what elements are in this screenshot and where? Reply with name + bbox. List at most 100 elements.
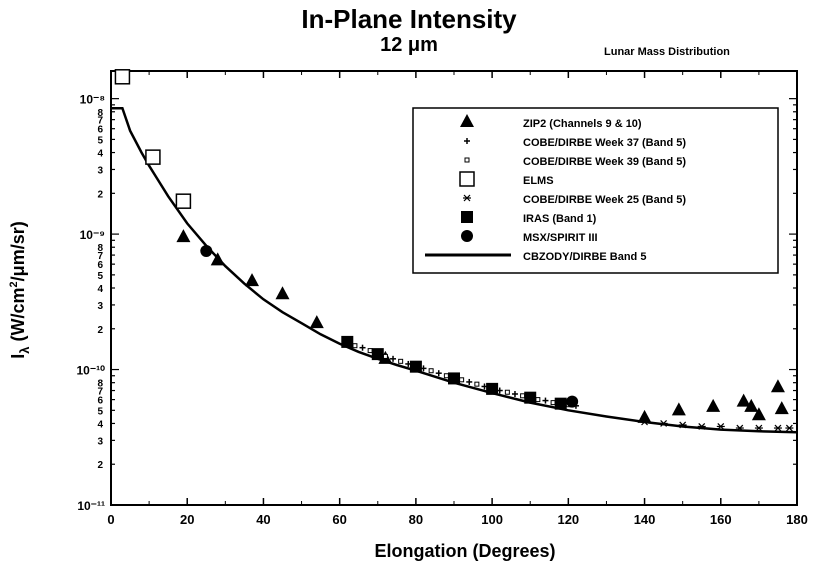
data-point — [114, 69, 131, 85]
data-point — [466, 378, 473, 385]
data-point — [367, 348, 373, 354]
data-point — [428, 368, 434, 374]
model-curve — [111, 106, 798, 434]
legend-label: COBE/DIRBE Week 25 (Band 5) — [523, 194, 686, 206]
y-minor-label: 8 — [97, 108, 103, 119]
y-minor-label: 2 — [97, 189, 103, 200]
data-point — [671, 402, 686, 416]
legend-marker — [464, 157, 470, 163]
x-tick-label: 20 — [180, 512, 194, 527]
data-point — [176, 229, 191, 243]
data-point — [443, 373, 449, 379]
legend-label: IRAS (Band 1) — [523, 213, 597, 225]
x-tick-label: 100 — [481, 512, 503, 527]
legend-marker — [459, 171, 475, 187]
y-minor-label: 3 — [97, 436, 103, 447]
data-point — [640, 418, 649, 426]
data-point — [200, 245, 213, 258]
data-point — [382, 353, 388, 359]
data-point — [474, 381, 480, 387]
data-point — [390, 355, 397, 362]
y-axis-label: Iλ (W/cm2/μm/sr) — [8, 221, 32, 358]
x-tick-label: 120 — [557, 512, 579, 527]
legend-label: ZIP2 (Channels 9 & 10) — [523, 118, 642, 130]
data-point — [210, 252, 225, 266]
data-point — [716, 423, 725, 430]
data-point — [341, 335, 354, 348]
y-minor-label: 4 — [97, 284, 103, 295]
legend-label: MSX/SPIRIT III — [523, 232, 598, 244]
chart-subtitle: 12 μm — [380, 34, 438, 56]
data-point — [736, 393, 751, 407]
y-label-sub: λ — [16, 346, 32, 354]
y-minor-label: 6 — [97, 125, 103, 136]
data-point — [773, 424, 782, 432]
y-minor-label: 6 — [97, 396, 103, 407]
data-point — [751, 407, 766, 421]
x-tick-label: 40 — [256, 512, 270, 527]
y-minor-label: 8 — [97, 379, 103, 390]
x-axis-label: Elongation (Degrees) — [374, 541, 556, 561]
data-point — [566, 395, 579, 408]
data-point — [371, 348, 384, 361]
data-point — [744, 398, 759, 412]
y-minor-label: 3 — [97, 301, 103, 312]
data-point — [459, 377, 465, 383]
y-minor-label: 7 — [97, 387, 103, 398]
x-tick-label: 80 — [409, 512, 423, 527]
data-point — [352, 343, 358, 349]
data-point — [706, 398, 721, 412]
data-point — [550, 400, 556, 406]
data-point — [542, 397, 549, 404]
chart-title: In-Plane Intensity — [301, 4, 517, 34]
y-minor-label: 4 — [97, 149, 103, 160]
y-decade-label: 10⁻¹⁰ — [77, 364, 106, 378]
data-point — [145, 149, 161, 165]
data-point — [309, 315, 324, 329]
legend-label: CBZODY/DIRBE Band 5 — [523, 251, 646, 263]
data-point — [520, 393, 526, 399]
data-point — [175, 193, 192, 209]
y-label-post: /μm/sr) — [8, 221, 29, 282]
y-minor-label: 8 — [97, 243, 103, 254]
data-point — [735, 424, 744, 432]
data-point — [524, 391, 537, 404]
y-label-main: I — [8, 353, 29, 359]
data-point — [486, 382, 499, 395]
data-point — [774, 401, 789, 415]
data-point — [754, 424, 763, 432]
y-minor-label: 5 — [97, 406, 103, 417]
x-tick-label: 0 — [107, 512, 114, 527]
y-decade-label: 10⁻¹¹ — [77, 499, 105, 513]
data-point — [785, 424, 794, 432]
x-tick-label: 60 — [332, 512, 346, 527]
data-point — [678, 421, 687, 429]
data-point — [659, 420, 668, 427]
y-label-pre: (W/cm — [8, 287, 29, 342]
series-3 — [114, 69, 192, 209]
y-minor-label: 6 — [97, 260, 103, 271]
x-tick-label: 140 — [634, 512, 656, 527]
data-point — [448, 372, 460, 385]
data-point — [504, 389, 510, 395]
y-decade-label: 10⁻⁹ — [80, 228, 105, 242]
data-point — [245, 273, 260, 287]
data-point — [275, 286, 290, 300]
legend-label: COBE/DIRBE Week 39 (Band 5) — [523, 156, 686, 168]
data-point — [535, 397, 541, 403]
data-point — [554, 397, 567, 410]
series-5 — [341, 335, 567, 410]
data-point — [511, 390, 518, 397]
legend-label: COBE/DIRBE Week 37 (Band 5) — [523, 137, 686, 149]
x-tick-label: 160 — [710, 512, 732, 527]
y-minor-label: 2 — [97, 325, 103, 336]
y-minor-label: 7 — [97, 251, 103, 262]
legend-label: ELMS — [523, 175, 554, 187]
data-point — [770, 379, 785, 393]
data-point — [409, 360, 422, 373]
series-6 — [200, 245, 579, 408]
y-label-sup: 2 — [8, 281, 21, 288]
y-minor-label: 7 — [97, 116, 103, 127]
data-point — [697, 423, 706, 430]
